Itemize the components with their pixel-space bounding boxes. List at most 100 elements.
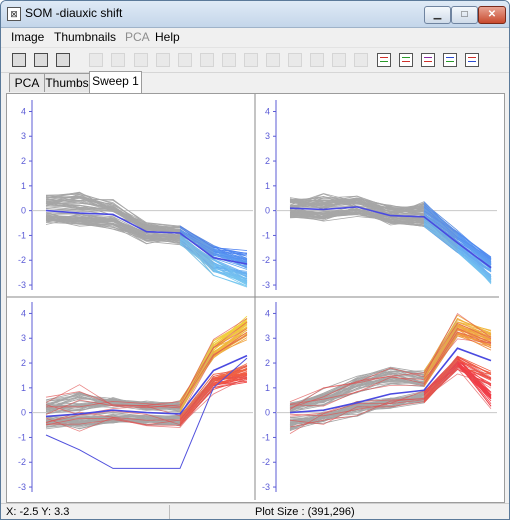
profile-trace-highlight: [45, 376, 248, 432]
zoom-in-icon[interactable]: [89, 53, 103, 67]
mean-profile-line: [289, 347, 492, 414]
profile-trace-colored: [179, 230, 248, 261]
profile-trace-colored: [179, 377, 248, 426]
profile-trace-highlight: [289, 367, 492, 425]
filter-icon[interactable]: [310, 53, 324, 67]
select-icon[interactable]: [156, 53, 170, 67]
close-button[interactable]: ✕: [478, 6, 506, 24]
profile-trace-highlight: [289, 361, 492, 417]
tab-strip: PCA Thumbs Sweep 1: [1, 71, 509, 93]
profile-trace-highlight: [46, 334, 248, 408]
zoom-out-icon[interactable]: [111, 53, 125, 67]
legend-red-icon[interactable]: [377, 53, 391, 67]
y-tick-label: 0: [265, 408, 270, 418]
profile-trace-highlight: [45, 365, 248, 424]
profile-trace-highlight: [289, 331, 492, 407]
menu-pca[interactable]: PCA: [125, 30, 150, 44]
status-bar: X: -2.5 Y: 3.3 Plot Size : (391,296): [1, 503, 509, 519]
profile-trace-colored: [423, 211, 492, 267]
profile-trace-colored: [179, 229, 248, 269]
cluster-icon[interactable]: [200, 53, 214, 67]
y-tick-label: 0: [21, 206, 26, 216]
mean-profile-line: [289, 206, 492, 269]
legend-purple-icon[interactable]: [421, 53, 435, 67]
toolbar: [1, 47, 509, 73]
panel-bottom-left: 4 3 2 1 0 -1 -2 -3: [7, 296, 255, 492]
mean-profile-line: [45, 209, 248, 265]
outlier-trace: [45, 357, 248, 469]
panel-top-left: 4 3 2 1 0 -1 -2 -3: [18, 100, 253, 290]
list-icon[interactable]: [222, 53, 236, 67]
profile-trace-colored: [423, 363, 492, 399]
y-tick-label: 2: [21, 156, 26, 166]
grid-icon[interactable]: [134, 53, 148, 67]
export-icon[interactable]: [56, 53, 70, 67]
tree-icon[interactable]: [244, 53, 258, 67]
legend-mixed-icon[interactable]: [465, 53, 479, 67]
profile-trace-highlight: [45, 328, 248, 415]
legend-blue-icon[interactable]: [443, 53, 457, 67]
y-tick-label: -3: [18, 482, 26, 492]
y-tick-label: 2: [21, 358, 26, 368]
save-icon[interactable]: [12, 53, 26, 67]
minimize-button[interactable]: ▁: [424, 6, 451, 24]
som-plot[interactable]: 4 3 2 1 0 -1 -2 -3 4 3 2 1 0 -1 -2 -3 4 3 2 1 0 -1 -2 -3 4 3 2 1 0 -1…: [7, 94, 504, 502]
menu-help[interactable]: Help: [155, 30, 180, 44]
profile-trace-colored: [179, 230, 248, 260]
y-tick-label: -2: [262, 255, 270, 265]
profile-trace-colored: [179, 236, 248, 284]
mean-profile-line: [45, 354, 248, 418]
profile-trace-colored: [423, 362, 492, 395]
tab-thumbs[interactable]: Thumbs: [44, 73, 90, 92]
y-tick-label: 2: [265, 358, 270, 368]
legend-green-icon[interactable]: [399, 53, 413, 67]
paste-icon[interactable]: [288, 53, 302, 67]
y-tick-label: 3: [265, 333, 270, 343]
profile-trace-colored: [179, 244, 248, 280]
panel-bottom-right: 4 3 2 1 0 -1 -2 -3: [251, 296, 499, 500]
profile-trace-highlight: [45, 318, 248, 409]
y-tick-label: 0: [265, 206, 270, 216]
copy-icon[interactable]: [266, 53, 280, 67]
window-title: SOM -diauxic shift: [25, 6, 123, 20]
y-tick-label: -1: [262, 432, 270, 442]
maximize-button[interactable]: □: [451, 6, 478, 24]
y-tick-label: -1: [18, 230, 26, 240]
menu-image[interactable]: Image: [11, 30, 45, 44]
profile-trace-highlight: [45, 321, 248, 409]
profile-trace-colored: [423, 314, 492, 373]
y-tick-label: -1: [18, 432, 26, 442]
print-icon[interactable]: [34, 53, 48, 67]
title-bar[interactable]: ⊠ SOM -diauxic shift ▁ □ ✕: [1, 1, 509, 28]
plot-area[interactable]: 4 3 2 1 0 -1 -2 -3 4 3 2 1 0 -1 -2 -3 4 3 2 1 0 -1 -2 -3 4 3 2 1 0 -1…: [6, 93, 505, 503]
move-icon[interactable]: [332, 53, 346, 67]
profile-trace-highlight: [45, 331, 248, 417]
profile-trace-colored: [423, 206, 492, 259]
profile-trace-colored: [423, 219, 492, 280]
y-tick-label: 4: [21, 308, 26, 318]
y-tick-label: 2: [265, 156, 270, 166]
align-icon[interactable]: [178, 53, 192, 67]
y-tick-label: -2: [18, 255, 26, 265]
y-tick-label: -1: [262, 230, 270, 240]
menu-thumbnails[interactable]: Thumbnails: [54, 30, 117, 44]
tab-sweep-1[interactable]: Sweep 1: [89, 71, 142, 93]
tab-pca[interactable]: PCA: [9, 73, 45, 92]
plot-size: Plot Size : (391,296): [255, 506, 355, 518]
y-tick-label: 3: [21, 333, 26, 343]
profile-trace-colored: [179, 377, 248, 423]
resize-icon[interactable]: [354, 53, 368, 67]
y-tick-label: 1: [265, 383, 270, 393]
y-tick-label: 4: [21, 106, 26, 116]
profile-trace-highlight: [289, 338, 492, 405]
app-icon: ⊠: [7, 7, 21, 21]
profile-trace-colored: [179, 229, 248, 254]
panel-top-right: 4 3 2 1 0 -1 -2 -3: [254, 94, 497, 298]
y-tick-label: 4: [265, 308, 270, 318]
y-tick-label: 0: [21, 408, 26, 418]
y-tick-label: 3: [21, 131, 26, 141]
profile-trace-colored: [423, 218, 492, 282]
profile-trace-highlight: [289, 373, 492, 428]
y-tick-label: -3: [18, 280, 26, 290]
